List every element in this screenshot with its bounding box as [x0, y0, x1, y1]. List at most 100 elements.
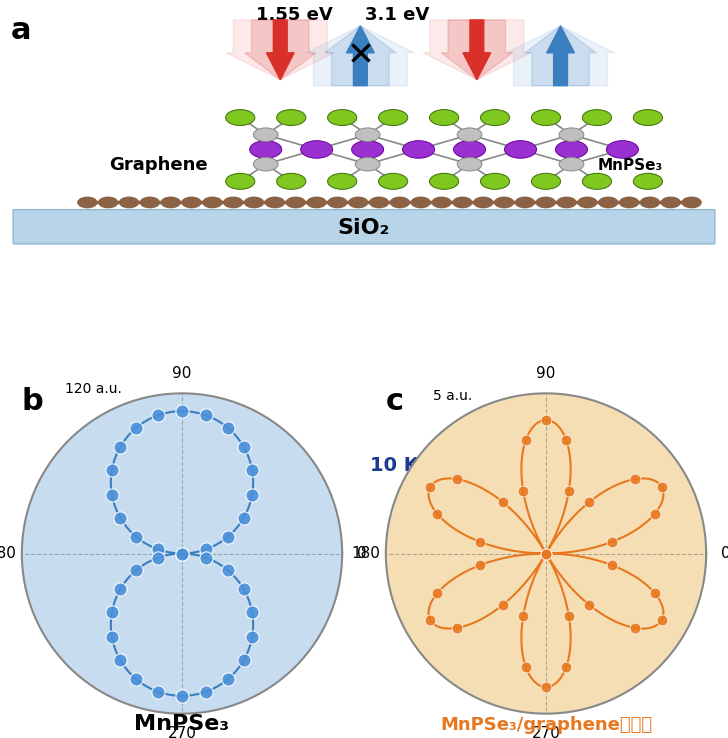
Point	[432, 508, 443, 520]
Circle shape	[352, 141, 384, 158]
Circle shape	[537, 197, 555, 207]
Point	[629, 622, 641, 634]
Circle shape	[141, 197, 159, 207]
Point	[520, 661, 531, 673]
Text: 3.1 eV: 3.1 eV	[365, 6, 429, 24]
Text: 1.55 eV: 1.55 eV	[256, 6, 333, 24]
Circle shape	[531, 109, 561, 125]
Circle shape	[454, 141, 486, 158]
Point	[238, 655, 250, 666]
Text: MnPSe₃/graphene异质结: MnPSe₃/graphene异质结	[440, 717, 652, 734]
Circle shape	[245, 197, 264, 207]
Point	[130, 531, 142, 542]
Polygon shape	[547, 26, 574, 86]
Point	[649, 587, 660, 599]
Circle shape	[555, 141, 587, 158]
Circle shape	[286, 197, 305, 207]
Circle shape	[480, 173, 510, 190]
Circle shape	[505, 141, 537, 158]
Circle shape	[349, 197, 368, 207]
Text: 5 a.u.: 5 a.u.	[433, 389, 472, 403]
Point	[451, 622, 463, 634]
Circle shape	[633, 173, 662, 190]
Point	[432, 587, 443, 599]
Point	[106, 489, 118, 500]
Polygon shape	[325, 26, 396, 86]
Circle shape	[430, 109, 459, 125]
Point	[246, 489, 258, 500]
Circle shape	[661, 197, 680, 207]
Circle shape	[578, 197, 597, 207]
Point	[114, 512, 126, 524]
Point	[106, 464, 118, 476]
Text: Graphene: Graphene	[109, 156, 207, 174]
Point	[540, 548, 552, 559]
Point	[152, 543, 164, 555]
Point	[451, 473, 463, 485]
Circle shape	[277, 173, 306, 190]
Point	[114, 441, 126, 452]
Circle shape	[99, 197, 118, 207]
Point	[222, 565, 234, 576]
Point	[563, 610, 574, 622]
Point	[176, 405, 188, 417]
Polygon shape	[245, 20, 316, 80]
Circle shape	[430, 173, 459, 190]
Point	[176, 548, 188, 559]
Circle shape	[328, 109, 357, 125]
Text: c: c	[386, 387, 404, 416]
Point	[475, 559, 486, 571]
Polygon shape	[507, 26, 614, 86]
Point	[152, 410, 164, 421]
Point	[238, 583, 250, 595]
Circle shape	[457, 128, 482, 142]
Circle shape	[370, 197, 389, 207]
Text: a: a	[11, 16, 31, 45]
Point	[246, 464, 258, 476]
Point	[561, 661, 572, 673]
Circle shape	[582, 173, 612, 190]
Circle shape	[559, 157, 584, 171]
Circle shape	[457, 157, 482, 171]
Point	[497, 599, 509, 610]
Point	[563, 485, 574, 497]
Text: 120 a.u.: 120 a.u.	[65, 382, 122, 396]
Text: b: b	[22, 387, 44, 416]
Circle shape	[307, 197, 326, 207]
Circle shape	[531, 173, 561, 190]
Circle shape	[355, 128, 380, 142]
Point	[656, 481, 668, 493]
Circle shape	[494, 197, 513, 207]
Circle shape	[379, 109, 408, 125]
Circle shape	[253, 128, 278, 142]
Point	[649, 508, 660, 520]
Circle shape	[379, 173, 408, 190]
Point	[540, 548, 552, 559]
Point	[424, 614, 436, 626]
Point	[130, 565, 142, 576]
Circle shape	[606, 141, 638, 158]
Text: MnPSe₃: MnPSe₃	[135, 714, 229, 734]
Point	[583, 497, 595, 508]
Point	[606, 559, 617, 571]
Polygon shape	[226, 20, 334, 80]
Point	[497, 497, 509, 508]
Text: SiO₂: SiO₂	[338, 218, 390, 238]
Point	[540, 548, 552, 559]
Point	[222, 422, 234, 434]
Circle shape	[474, 197, 493, 207]
Circle shape	[557, 197, 576, 207]
Circle shape	[223, 197, 242, 207]
Point	[106, 631, 118, 643]
Point	[246, 631, 258, 643]
Point	[629, 473, 641, 485]
Circle shape	[250, 141, 282, 158]
Point	[540, 548, 552, 559]
Circle shape	[226, 173, 255, 190]
Circle shape	[328, 197, 347, 207]
Circle shape	[641, 197, 660, 207]
Circle shape	[78, 197, 97, 207]
Circle shape	[390, 197, 409, 207]
Point	[518, 485, 529, 497]
Point	[130, 422, 142, 434]
